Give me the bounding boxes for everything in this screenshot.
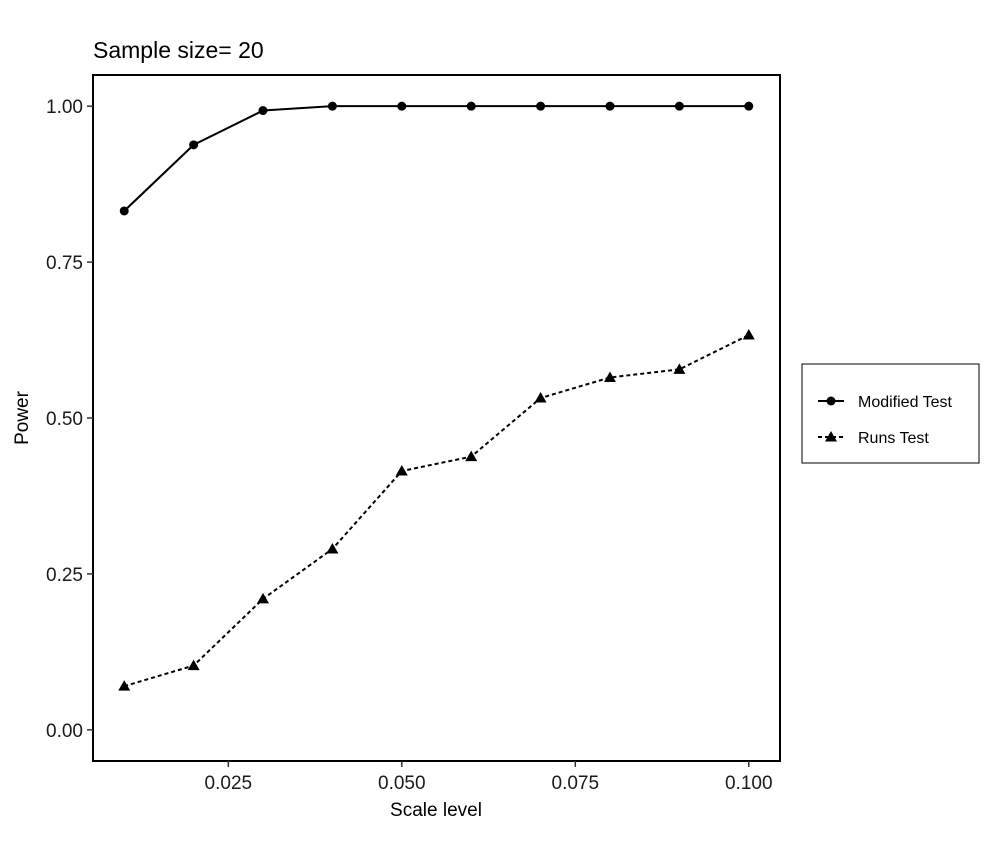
data-point [603, 371, 616, 382]
x-tick-label: 0.075 [552, 773, 600, 794]
plot-border [92, 74, 781, 762]
data-point [327, 101, 337, 111]
y-tick-label: 0.50 [46, 409, 83, 430]
series-2 [118, 329, 755, 691]
x-axis: 0.025 0.050 0.075 0.100 [205, 761, 773, 794]
y-tick-label: 0.00 [46, 721, 83, 742]
legend-label: Modified Test [858, 394, 953, 411]
legend-marker [826, 396, 836, 406]
series-line [123, 334, 750, 688]
data-point [534, 392, 547, 403]
data-point [397, 101, 407, 111]
y-axis-title: Power [12, 390, 33, 445]
data-point [465, 450, 478, 462]
data-point [742, 329, 755, 340]
y-tick-label: 0.25 [46, 565, 83, 586]
legend: Modified Test Runs Test [801, 363, 980, 464]
legend-item: Modified Test [818, 394, 953, 411]
data-point [536, 101, 546, 111]
legend-box [801, 363, 980, 464]
data-point [118, 680, 131, 691]
data-point [605, 101, 615, 111]
chart-title: Sample size= 20 [93, 37, 264, 63]
series-1 [119, 101, 754, 216]
data-point [258, 106, 268, 116]
data-point [187, 659, 200, 671]
x-tick-label: 0.025 [205, 773, 253, 794]
x-tick-label: 0.100 [725, 773, 773, 794]
y-tick-label: 1.00 [46, 97, 83, 118]
data-point [466, 101, 476, 111]
data-point [189, 140, 199, 150]
data-point [674, 101, 684, 111]
data-point [257, 592, 270, 604]
data-point [119, 206, 129, 216]
x-tick-label: 0.050 [378, 773, 426, 794]
plot-area [92, 74, 781, 762]
legend-marker [825, 431, 837, 442]
data-point [744, 101, 754, 111]
data-point [395, 465, 408, 476]
data-point [326, 542, 339, 554]
y-axis: 0.00 0.25 0.50 0.75 1.00 [46, 97, 93, 742]
legend-item: Runs Test [818, 430, 929, 447]
x-axis-title: Scale level [390, 800, 482, 821]
legend-label: Runs Test [858, 430, 929, 447]
data-point [673, 363, 686, 374]
y-tick-label: 0.75 [46, 253, 83, 274]
series-line [123, 105, 749, 212]
